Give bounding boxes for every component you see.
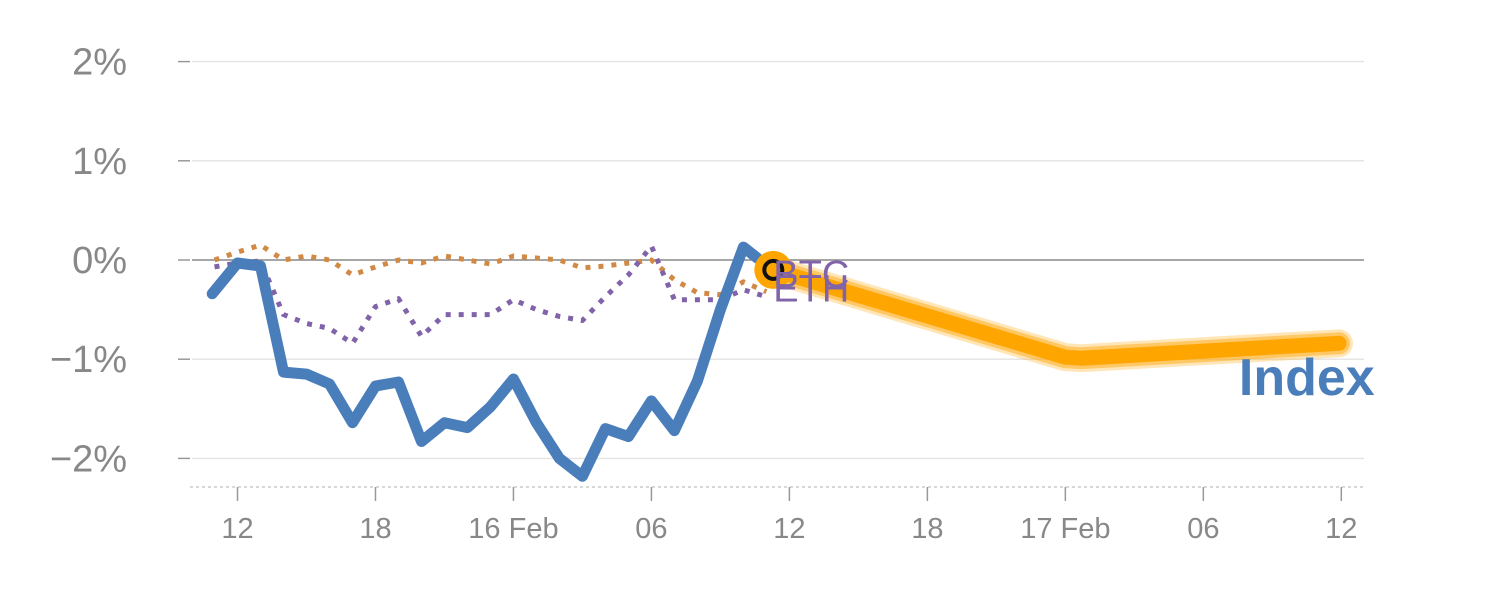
y-tick-label: −1% — [50, 339, 127, 381]
x-tick-label: 12 — [773, 513, 805, 545]
series-line-btc — [213, 242, 768, 298]
x-tick-label: 06 — [635, 513, 667, 545]
x-tick-label: 12 — [221, 513, 253, 545]
y-tick-label: 2% — [72, 42, 127, 84]
y-tick-label: 1% — [72, 141, 127, 183]
y-tick-label: 0% — [72, 240, 127, 282]
axis-layer: 2% 1% 0% −1% −2% 12 18 16 Feb 06 12 18 17 Feb 06 12 — [50, 42, 1364, 545]
y-tick-label: −2% — [50, 438, 127, 480]
forecast-layer — [754, 250, 1353, 373]
forecast-line — [765, 262, 1347, 366]
x-tick-label: 16 Feb — [468, 513, 558, 545]
series-label-eth: ETH — [773, 269, 849, 311]
series-line-index — [206, 241, 763, 482]
x-tick-label: 18 — [911, 513, 943, 545]
x-tick-label: 06 — [1187, 513, 1219, 545]
x-tick-label: 12 — [1325, 513, 1357, 545]
forecast-start-marker-ring — [762, 258, 785, 281]
x-tick-label: 17 Feb — [1020, 513, 1110, 545]
x-tick-label: 18 — [359, 513, 391, 545]
series-layer — [206, 241, 768, 482]
forecast-start-marker — [754, 250, 793, 289]
series-label-btc: BTC — [773, 254, 849, 296]
series-label-index: Index — [1239, 349, 1375, 407]
